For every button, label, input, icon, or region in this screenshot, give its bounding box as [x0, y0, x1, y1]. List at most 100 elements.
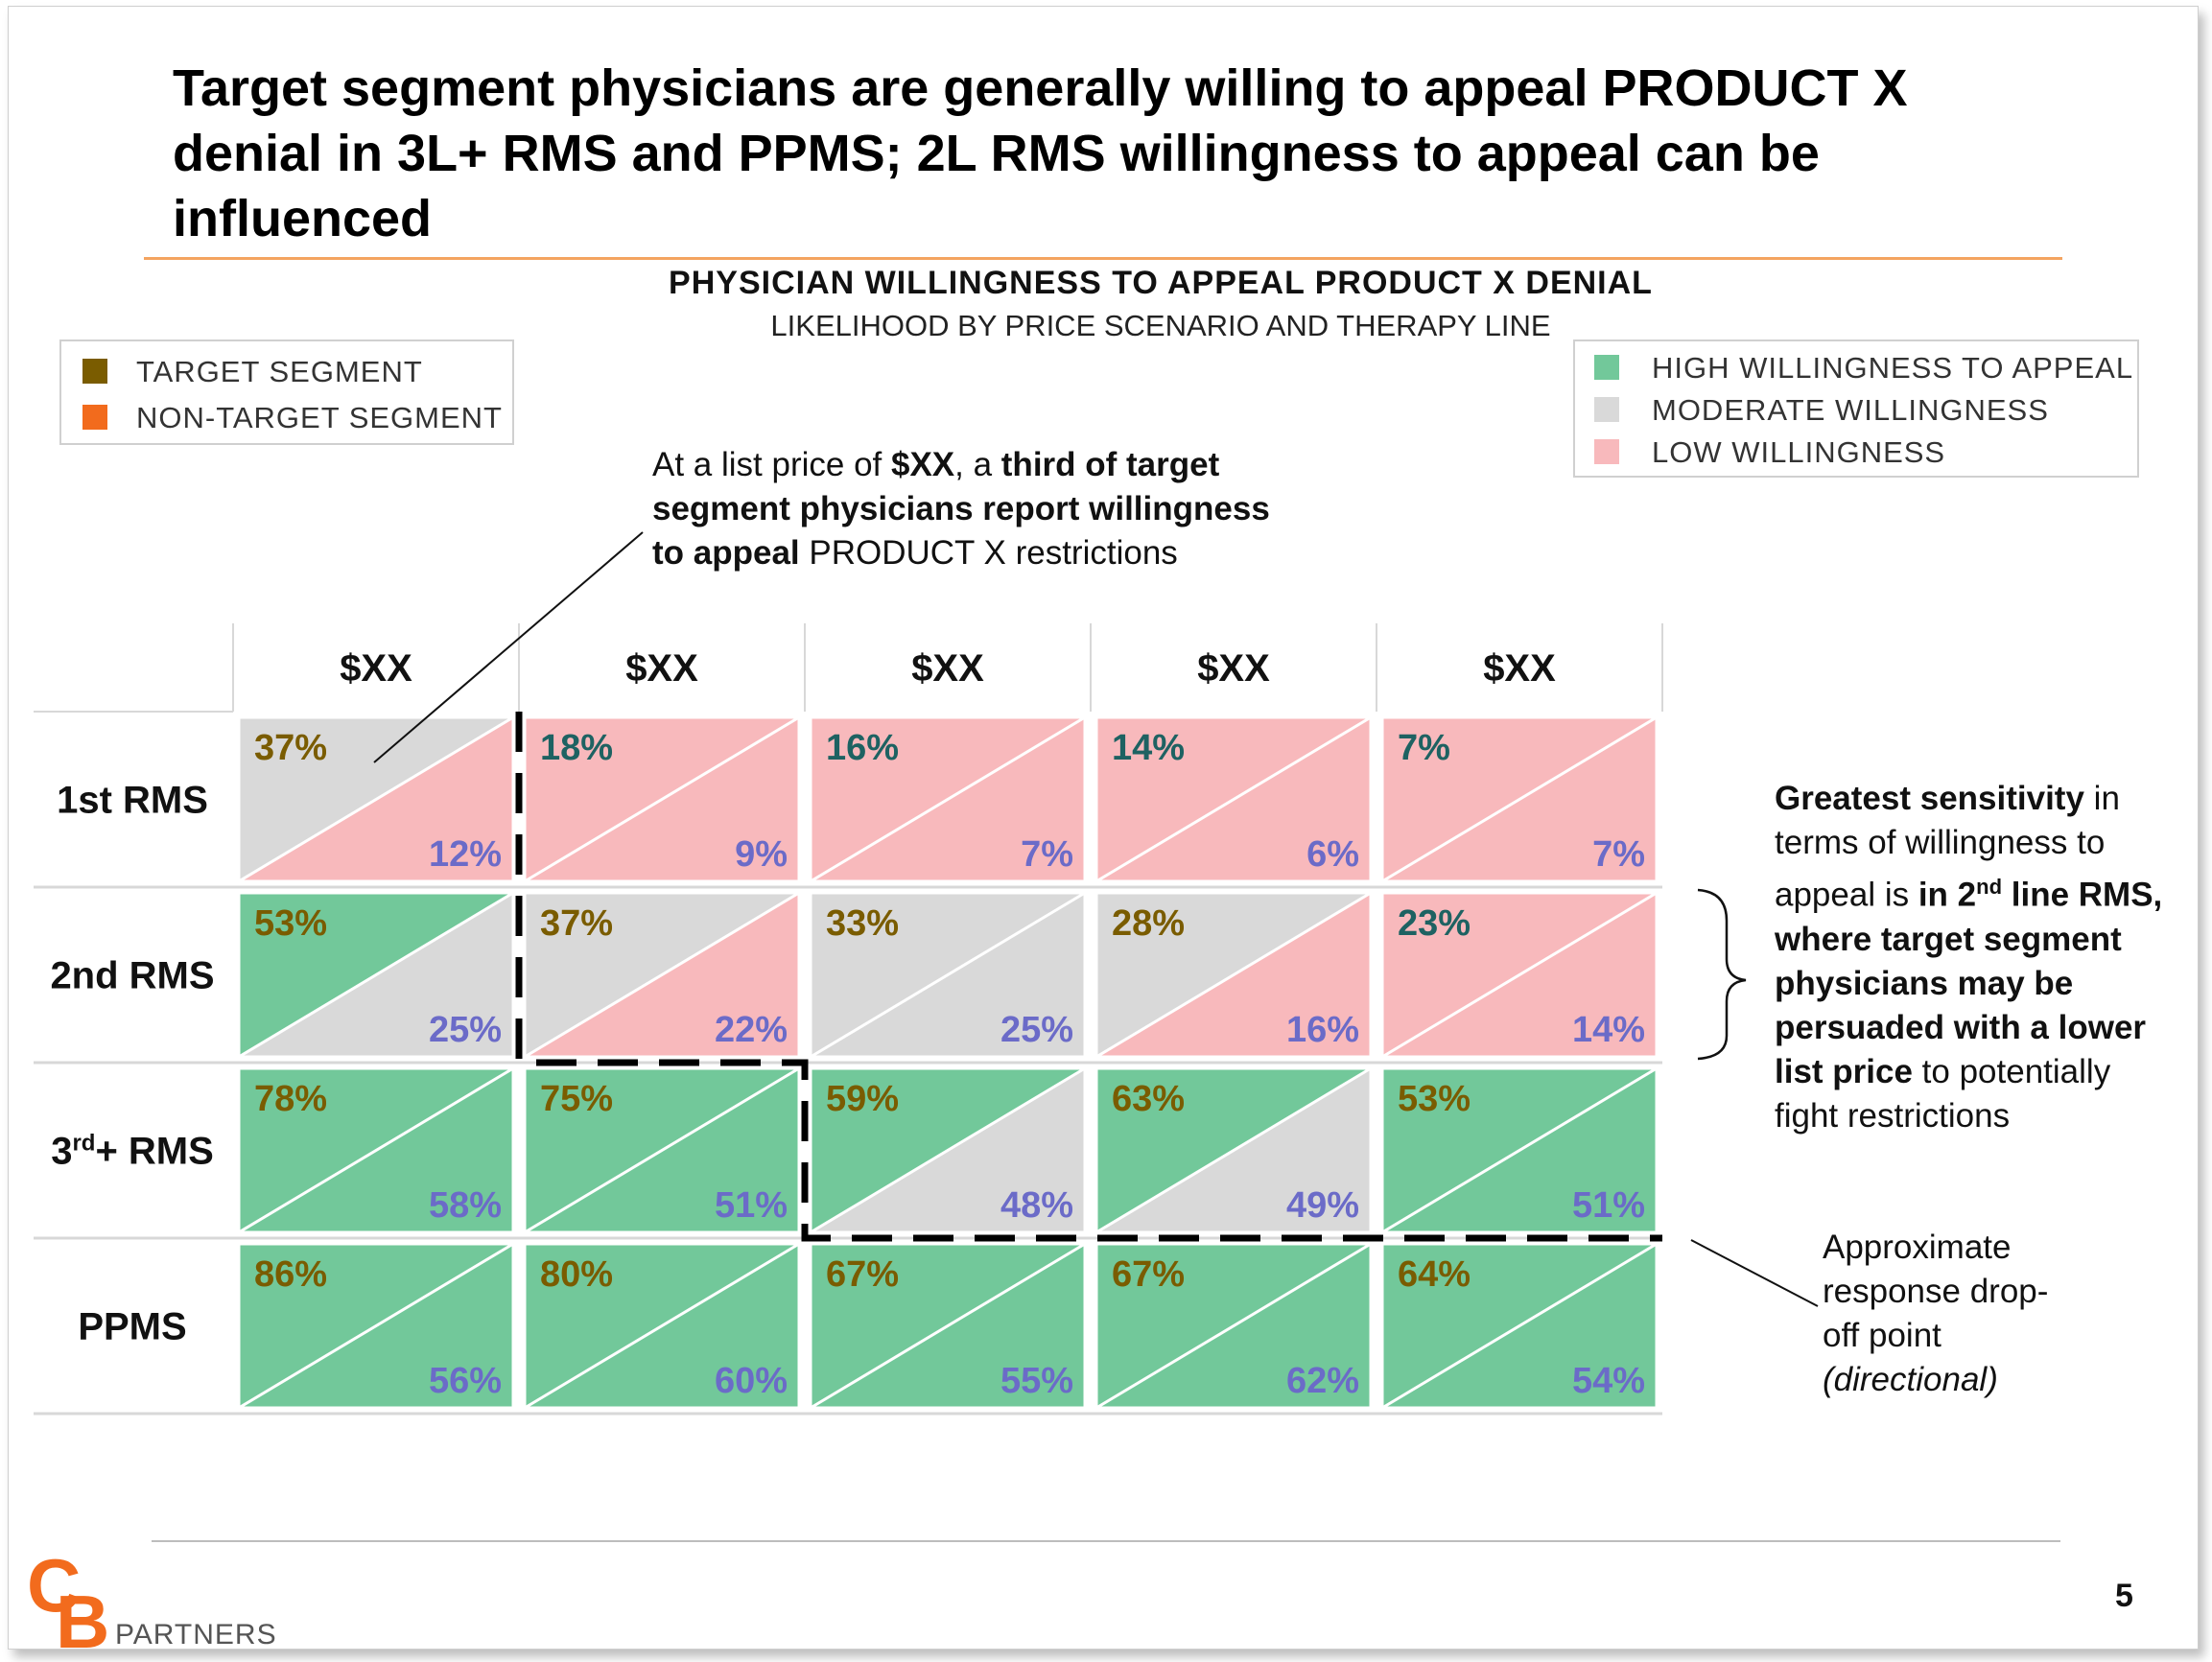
cell-border: [1380, 891, 1659, 1059]
target-value: 37%: [254, 728, 327, 768]
target-value: 80%: [540, 1254, 613, 1295]
cell-border: [523, 1242, 801, 1410]
target-value: 7%: [1398, 728, 1450, 768]
cell-border: [1380, 715, 1659, 883]
cell-border: [809, 715, 1087, 883]
non-target-value: 48%: [1000, 1185, 1073, 1226]
target-value: 16%: [826, 728, 899, 768]
non-target-value: 16%: [1286, 1010, 1359, 1050]
high-willingness-label: HIGH WILLINGNESS TO APPEAL: [1652, 351, 2134, 385]
cell-diagonal: [1095, 1242, 1372, 1410]
target-value: 63%: [1112, 1079, 1185, 1119]
callout-right-sup: nd: [1976, 875, 2003, 899]
non-target-value: 56%: [429, 1361, 502, 1401]
target-value: 18%: [540, 728, 613, 768]
callout-top-leader: [373, 531, 644, 763]
callout-dropoff-leader: [1690, 1239, 1819, 1307]
low-willingness-swatch: [1594, 439, 1619, 464]
non-target-value: 49%: [1286, 1185, 1359, 1226]
title-line-1: Target segment physicians are generally …: [173, 59, 1908, 117]
non-target-value: 62%: [1286, 1361, 1359, 1401]
non-target-value: 7%: [1592, 834, 1645, 875]
target-value: 78%: [254, 1079, 327, 1119]
column-header: $XX: [1483, 647, 1556, 690]
column-header: $XX: [911, 647, 984, 690]
cell-border: [1380, 1242, 1659, 1410]
low-willingness-label: LOW WILLINGNESS: [1652, 435, 1946, 469]
logo-c: C: [27, 1544, 81, 1627]
target-value: 86%: [254, 1254, 327, 1295]
moderate-willingness-swatch: [1594, 397, 1619, 422]
cell-border: [237, 891, 515, 1059]
title-line-2: denial in 3L+ RMS and PPMS; 2L RMS willi…: [173, 125, 1820, 182]
cell-diagonal: [1381, 1066, 1658, 1234]
cell-border: [1094, 715, 1373, 883]
non-target-value: 51%: [1572, 1185, 1645, 1226]
chart-subtitle: LIKELIHOOD BY PRICE SCENARIO AND THERAPY…: [770, 309, 1551, 342]
target-value: 23%: [1398, 903, 1471, 944]
non-target-segment-swatch: [82, 405, 107, 430]
callout-right: Greatest sensitivity in terms of willing…: [1775, 777, 2177, 1138]
row-label: PPMS: [78, 1306, 186, 1348]
non-target-value: 14%: [1572, 1010, 1645, 1050]
cell-diagonal: [810, 1066, 1086, 1234]
cell-border: [237, 715, 515, 883]
target-segment-label: TARGET SEGMENT: [136, 355, 423, 388]
non-target-value: 9%: [735, 834, 788, 875]
cell-diagonal: [1095, 1066, 1372, 1234]
callout-dropoff-italic: (directional): [1823, 1361, 1998, 1398]
non-target-value: 55%: [1000, 1361, 1073, 1401]
column-header: $XX: [625, 647, 698, 690]
non-target-value: 25%: [1000, 1010, 1073, 1050]
target-value: 67%: [826, 1254, 899, 1295]
callout-right-bold-1: Greatest sensitivity: [1775, 780, 2084, 817]
callout-dropoff: Approximate response drop-off point (dir…: [1823, 1226, 2072, 1402]
cell-border: [237, 1242, 515, 1410]
non-target-value: 7%: [1021, 834, 1073, 875]
target-value: 53%: [254, 903, 327, 944]
cell-diagonal: [1095, 891, 1372, 1059]
cell-border: [809, 1242, 1087, 1410]
non-target-value: 25%: [429, 1010, 502, 1050]
callout-top-text-1: At a list price of: [652, 446, 891, 483]
callout-right-text-1: in terms of willingness to appeal is: [1775, 780, 2120, 914]
footer-rule: [152, 1540, 2060, 1542]
callout-top-bold-2: third of target segment physicians repor…: [652, 446, 1270, 572]
target-value: 67%: [1112, 1254, 1185, 1295]
target-value: 28%: [1112, 903, 1185, 944]
cell-diagonal: [524, 715, 800, 883]
cell-diagonal: [238, 1066, 514, 1234]
cell-diagonal: [524, 891, 800, 1059]
high-willingness-swatch: [1594, 355, 1619, 380]
cell-diagonal: [1095, 715, 1372, 883]
cell-diagonal: [238, 1242, 514, 1410]
callout-dropoff-text: Approximate response drop-off point: [1823, 1229, 2049, 1354]
target-value: 64%: [1398, 1254, 1471, 1295]
target-value: 33%: [826, 903, 899, 944]
cell-border: [1380, 1066, 1659, 1234]
logo-b: B: [56, 1580, 109, 1650]
cell-diagonal: [1381, 715, 1658, 883]
cell-diagonal: [810, 891, 1086, 1059]
cell-diagonal: [524, 1066, 800, 1234]
slide-title: Target segment physicians are generally …: [173, 56, 2091, 251]
cell-border: [1094, 891, 1373, 1059]
callout-top-text-3: PRODUCT X restrictions: [799, 534, 1178, 572]
cb-partners-logo: C B PARTNERS: [27, 1543, 295, 1662]
non-target-value: 54%: [1572, 1361, 1645, 1401]
callout-top-text-2: , a: [954, 446, 1001, 483]
cell-border: [809, 891, 1087, 1059]
segment-legend: TARGET SEGMENT NON-TARGET SEGMENT: [59, 339, 514, 445]
cell-diagonal: [1381, 1242, 1658, 1410]
brace: [1697, 888, 1747, 1061]
cell-border: [523, 891, 801, 1059]
callout-right-text-2: to potentially fight restrictions: [1775, 1052, 2111, 1135]
non-target-value: 58%: [429, 1185, 502, 1226]
cell-diagonal: [810, 715, 1086, 883]
row-label: 2nd RMS: [50, 955, 214, 997]
willingness-legend: HIGH WILLINGNESS TO APPEAL MODERATE WILL…: [1573, 339, 2139, 478]
non-target-value: 6%: [1306, 834, 1359, 875]
non-target-value: 60%: [715, 1361, 788, 1401]
